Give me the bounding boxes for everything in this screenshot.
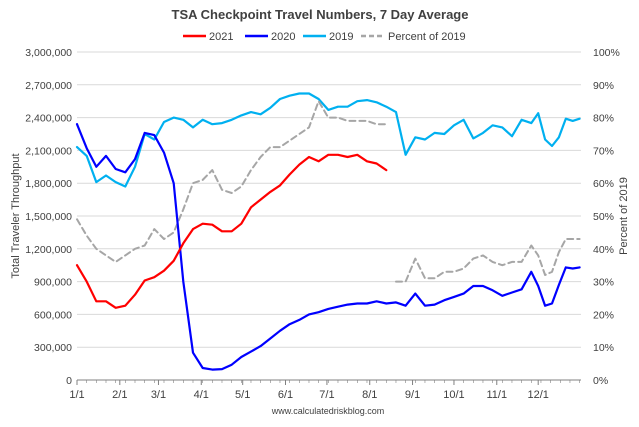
y-tick-label-left: 2,100,000 xyxy=(25,145,72,157)
x-tick-label: 7/1 xyxy=(319,389,334,401)
y-tick-label-right: 0% xyxy=(593,375,608,387)
series-line-percent-of-2019-2020-vs-2019 xyxy=(395,238,581,283)
y-tick-label-left: 300,000 xyxy=(34,342,72,354)
source-credit: www.calculatedriskblog.com xyxy=(271,406,385,416)
y-tick-label-left: 2,700,000 xyxy=(25,80,72,92)
series-line-2021 xyxy=(75,153,388,309)
x-tick-label: 4/1 xyxy=(194,389,209,401)
y-tick-label-left: 1,500,000 xyxy=(25,211,72,223)
y-tick-label-left: 1,800,000 xyxy=(25,178,72,190)
y-tick-label-left: 600,000 xyxy=(34,309,72,321)
y-axis-label-right: Percent of 2019 xyxy=(618,177,630,255)
x-tick-label: 6/1 xyxy=(278,389,293,401)
y-tick-label-right: 100% xyxy=(593,47,620,59)
y-tick-label-left: 0 xyxy=(66,375,72,387)
series-line-2019 xyxy=(75,92,581,188)
x-tick-label: 1/1 xyxy=(69,389,84,401)
x-tick-label: 10/1 xyxy=(443,389,464,401)
x-tick-label: 12/1 xyxy=(527,389,548,401)
y-tick-label-left: 2,400,000 xyxy=(25,113,72,125)
series-layer xyxy=(75,92,581,371)
gridlines xyxy=(77,51,581,348)
y-tick-label-right: 20% xyxy=(593,309,614,321)
legend: 2021 2020 2019 Percent of 2019 xyxy=(183,31,466,43)
series-line-2020 xyxy=(75,123,581,371)
series-line-percent-of-2019 xyxy=(76,100,388,263)
y-tick-label-left: 900,000 xyxy=(34,277,72,289)
legend-label-2020: 2020 xyxy=(271,31,295,43)
y-tick-label-right: 30% xyxy=(593,277,614,289)
chart-title: TSA Checkpoint Travel Numbers, 7 Day Ave… xyxy=(172,7,469,22)
legend-label-2021: 2021 xyxy=(209,31,233,43)
x-tick-label: 5/1 xyxy=(235,389,250,401)
x-tick-label: 3/1 xyxy=(151,389,166,401)
y-tick-label-left: 1,200,000 xyxy=(25,244,72,256)
legend-label-2019: 2019 xyxy=(329,31,353,43)
y-axis-label-left: Total Traveler Throughput xyxy=(10,153,22,278)
y-tick-label-right: 70% xyxy=(593,145,614,157)
y-tick-label-right: 50% xyxy=(593,211,614,223)
x-tick-label: 8/1 xyxy=(362,389,377,401)
legend-label-pct: Percent of 2019 xyxy=(388,31,466,43)
axes: 0 0% 300,000 10% 600,000 20% 900,000 30% 1,200,0… xyxy=(25,47,620,401)
y-tick-label-right: 80% xyxy=(593,113,614,125)
x-tick-label: 9/1 xyxy=(405,389,420,401)
y-tick-label-right: 40% xyxy=(593,244,614,256)
y-tick-label-left: 3,000,000 xyxy=(25,47,72,59)
y-tick-label-right: 10% xyxy=(593,342,614,354)
y-tick-label-right: 90% xyxy=(593,80,614,92)
x-tick-label: 2/1 xyxy=(112,389,127,401)
y-tick-label-right: 60% xyxy=(593,178,614,190)
x-tick-label: 11/1 xyxy=(486,389,507,401)
